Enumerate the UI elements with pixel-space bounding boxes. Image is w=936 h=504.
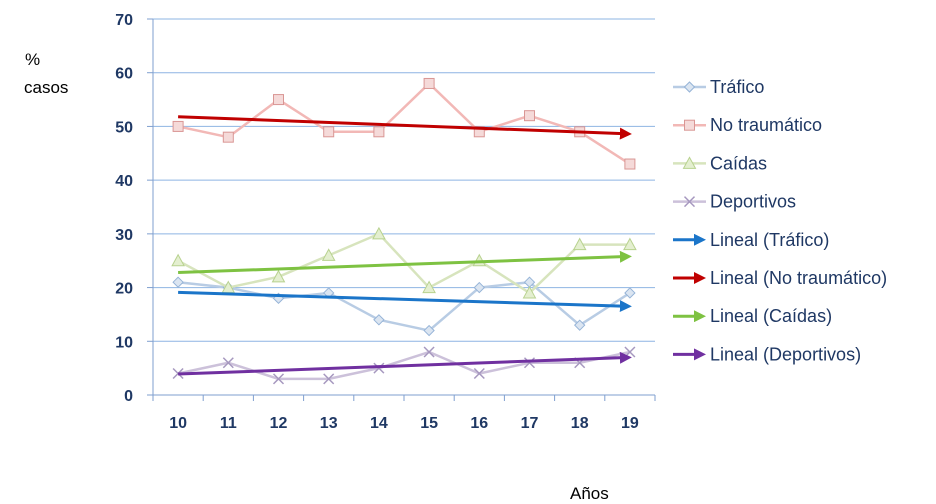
- data-point: [373, 314, 385, 326]
- data-point-stroke: [272, 373, 285, 385]
- x-tick-label: 11: [220, 415, 237, 432]
- legend-label: Lineal (No traumático): [710, 268, 887, 288]
- data-point: [682, 156, 697, 169]
- data-point-stroke: [423, 346, 435, 358]
- series-Tráfico: [172, 276, 636, 337]
- data-point: [172, 120, 184, 132]
- axes: [152, 19, 656, 401]
- legend-item: Lineal (Tráfico): [673, 230, 829, 250]
- data-point: [372, 226, 386, 240]
- y-axis-label-line-1: %: [25, 50, 40, 69]
- y-tick-labels: 0 10 20 30 40 50 60 70: [115, 12, 133, 405]
- x-tick-label: 15: [420, 415, 438, 432]
- y-tick-label: 60: [115, 66, 133, 83]
- legend: Tráfico No traumático Caídas Deportivos Line…: [673, 77, 887, 364]
- data-point: [473, 367, 485, 380]
- legend-item: Lineal (Deportivos): [673, 344, 861, 364]
- trendline: [178, 250, 632, 275]
- y-tick-label: 0: [124, 388, 133, 405]
- data-point: [272, 373, 285, 385]
- data-point-stroke: [222, 357, 234, 369]
- series-line: [177, 232, 630, 295]
- data-point: [222, 357, 234, 369]
- legend-label: Lineal (Caídas): [710, 306, 832, 326]
- legend-label: No traumático: [710, 115, 822, 135]
- data-point: [273, 94, 284, 106]
- x-tick-label: 14: [370, 415, 388, 432]
- legend-item: Caídas: [673, 153, 767, 173]
- y-tick-label: 40: [115, 173, 133, 190]
- series-line: [177, 82, 631, 166]
- data-point: [523, 357, 536, 369]
- x-tick-label: 19: [621, 415, 639, 432]
- legend-label: Lineal (Deportivos): [710, 344, 861, 364]
- trendline: [178, 115, 632, 140]
- legend-label: Tráfico: [710, 77, 764, 97]
- x-tick-label: 10: [169, 415, 187, 432]
- data-point: [473, 281, 486, 294]
- x-tick-label: 13: [320, 415, 338, 432]
- x-tick-label: 12: [270, 415, 288, 432]
- legend-item: Lineal (No traumático): [673, 268, 887, 288]
- data-point: [573, 319, 586, 331]
- x-axis-label: Años: [570, 484, 609, 503]
- gridlines: [147, 18, 655, 396]
- legend-item: No traumático: [673, 115, 822, 135]
- data-point: [624, 287, 636, 299]
- data-point: [172, 276, 184, 288]
- trendline: [178, 351, 632, 376]
- data-point: [423, 324, 435, 337]
- data-point: [423, 346, 435, 358]
- data-point: [684, 119, 695, 131]
- legend-label: Lineal (Tráfico): [710, 230, 829, 250]
- y-tick-label: 70: [115, 12, 133, 29]
- x-tick-label: 18: [571, 415, 589, 432]
- data-point: [423, 77, 435, 89]
- data-point: [222, 131, 234, 143]
- legend-label: Caídas: [710, 153, 767, 173]
- data-point: [323, 126, 335, 138]
- x-tick-label: 17: [521, 415, 539, 432]
- data-point: [321, 248, 336, 261]
- data-point: [373, 126, 385, 138]
- data-point: [683, 196, 696, 208]
- y-tick-label: 10: [115, 334, 133, 351]
- trendline-group: [178, 115, 632, 376]
- data-point: [524, 110, 535, 122]
- data-point: [522, 285, 537, 299]
- data-point: [572, 237, 587, 251]
- data-point-stroke: [683, 196, 696, 208]
- data-point-stroke: [473, 367, 485, 380]
- x-tick-labels: 10 11 12 13 14 15 16 17 18 19: [169, 415, 639, 432]
- legend-item: Tráfico: [673, 77, 764, 97]
- data-point: [171, 253, 185, 267]
- data-point-stroke: [523, 357, 536, 369]
- x-tick-label: 16: [470, 415, 488, 432]
- series-line: [177, 280, 631, 332]
- legend-item: Lineal (Caídas): [673, 306, 832, 326]
- series-No traumático: [172, 77, 636, 170]
- y-tick-label: 20: [115, 281, 133, 298]
- data-point: [624, 158, 636, 170]
- trendline: [178, 290, 632, 313]
- data-point: [323, 373, 335, 385]
- data-point: [683, 81, 696, 93]
- data-point: [271, 269, 286, 283]
- data-point: [623, 237, 637, 251]
- data-point: [422, 280, 436, 294]
- data-point-stroke: [323, 373, 335, 385]
- legend-item: Deportivos: [673, 192, 796, 212]
- legend-label: Deportivos: [710, 192, 796, 212]
- y-axis-label-line-2: casos: [24, 78, 68, 97]
- y-tick-label: 50: [115, 119, 133, 136]
- y-tick-label: 30: [115, 227, 133, 244]
